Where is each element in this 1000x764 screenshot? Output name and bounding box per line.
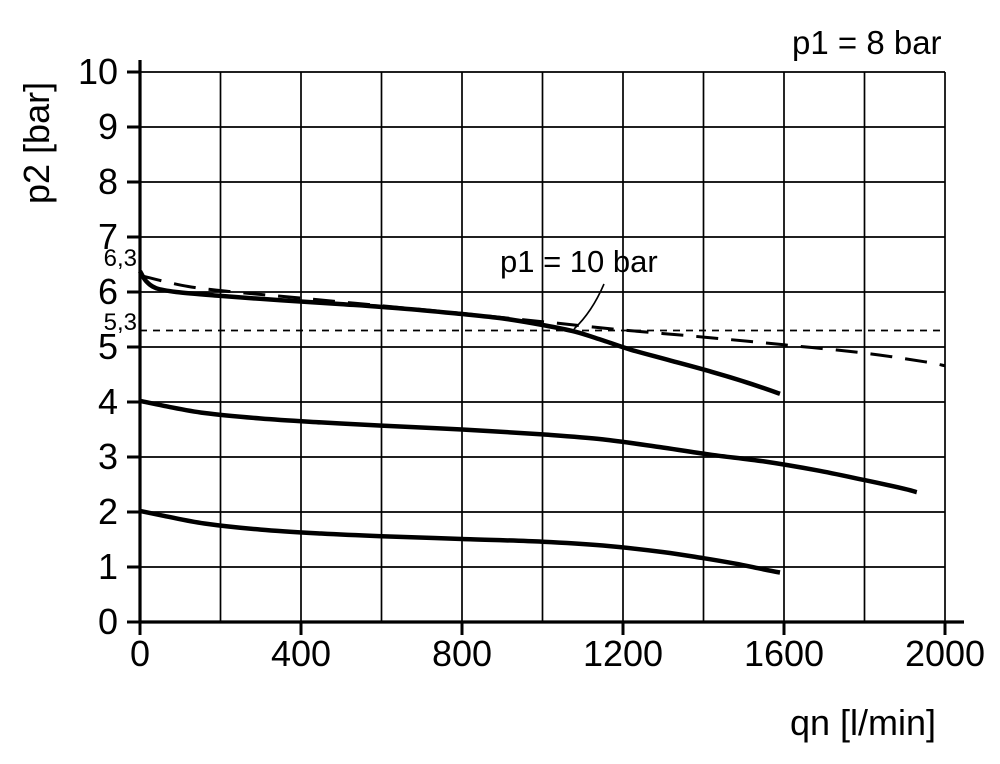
x-tick-label: 2000 xyxy=(905,633,985,674)
y-tick-label: 3 xyxy=(98,436,118,477)
y-tick-label: 9 xyxy=(98,106,118,147)
y-tick-label: 0 xyxy=(98,601,118,642)
y-axis-title: p2 [bar] xyxy=(16,81,57,204)
series-curve xyxy=(138,269,781,396)
dashed-curve-annotation: p1 = 10 bar xyxy=(500,244,658,279)
axes xyxy=(138,60,964,624)
series-curve xyxy=(139,398,918,495)
annotation-leader-line xyxy=(573,283,605,330)
x-tick-label: 800 xyxy=(432,633,492,674)
series-curve xyxy=(139,274,946,368)
series-curves xyxy=(138,269,946,575)
x-tick-label: 400 xyxy=(271,633,331,674)
special-y-label-6-3: 6,3 xyxy=(103,245,137,272)
tick-marks xyxy=(127,70,947,635)
y-tick-label: 2 xyxy=(98,491,118,532)
x-tick-label: 0 xyxy=(130,633,150,674)
y-tick-label: 6 xyxy=(98,271,118,312)
tick-labels: 0 400 800 1200 1600 2000 0 1 2 3 4 5 6 7 8 9 10 xyxy=(78,51,985,674)
special-y-label-5-3: 5,3 xyxy=(103,309,137,336)
y-tick-label: 5 xyxy=(98,326,118,367)
x-axis-title: qn [l/min] xyxy=(790,702,937,743)
x-tick-label: 1200 xyxy=(583,633,663,674)
y-tick-label: 8 xyxy=(98,161,118,202)
y-tick-label: 1 xyxy=(98,546,118,587)
x-tick-label: 1600 xyxy=(744,633,824,674)
y-tick-label: 4 xyxy=(98,381,118,422)
series-curve xyxy=(139,508,781,575)
y-tick-label: 10 xyxy=(78,51,118,92)
y-tick-label: 7 xyxy=(98,216,118,257)
condition-annotation: p1 = 8 bar xyxy=(792,24,942,61)
